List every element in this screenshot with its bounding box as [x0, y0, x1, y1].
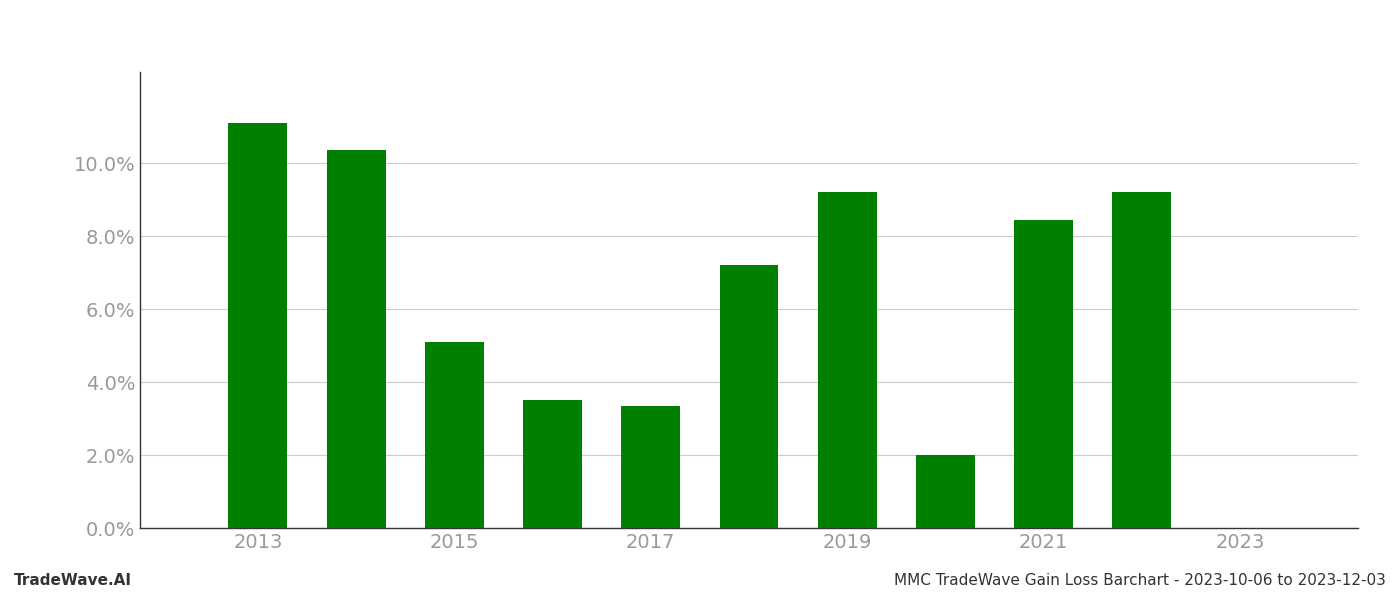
Bar [326, 151, 385, 528]
Bar [720, 265, 778, 528]
Bar [1014, 220, 1074, 528]
Bar [424, 342, 484, 528]
Bar [622, 406, 680, 528]
Text: TradeWave.AI: TradeWave.AI [14, 573, 132, 588]
Bar [1113, 193, 1172, 528]
Text: MMC TradeWave Gain Loss Barchart - 2023-10-06 to 2023-12-03: MMC TradeWave Gain Loss Barchart - 2023-… [895, 573, 1386, 588]
Bar [916, 455, 974, 528]
Bar [524, 400, 582, 528]
Bar [228, 123, 287, 528]
Bar [818, 193, 876, 528]
